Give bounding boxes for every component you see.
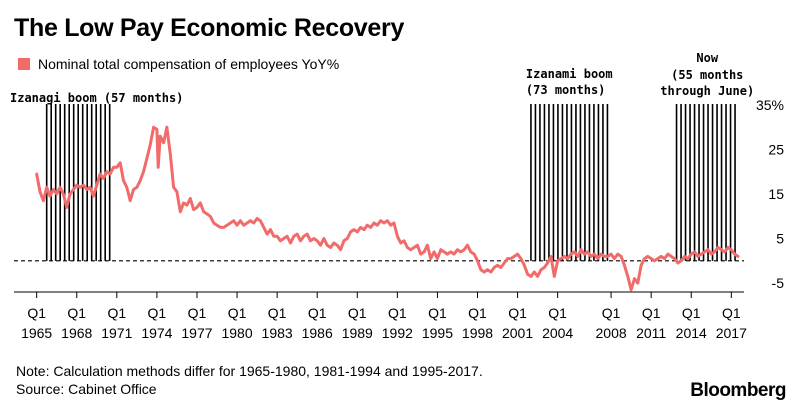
y-tick-label: -5: [772, 275, 785, 291]
annotation-izanagi: Izanagi boom (57 months): [10, 91, 183, 105]
x-axis: Q1 1965 Q1 1968 Q1 1971 Q1 1974 Q1 1977 Q1 1980 Q1 19…: [14, 291, 747, 341]
x-tick-quarter-2008: Q1: [602, 305, 621, 321]
footnote: Note: Calculation methods differ for 196…: [16, 362, 483, 398]
annotation-izanami: Izanami boom: [526, 67, 613, 81]
x-tick-year-1995: 1995: [422, 325, 453, 341]
x-tick-year-1992: 1992: [382, 325, 413, 341]
boom-band-2: [675, 104, 736, 261]
x-tick-year-1998: 1998: [462, 325, 493, 341]
brand-logo: Bloomberg: [690, 380, 786, 401]
x-tick-year-2004: 2004: [542, 325, 573, 341]
y-axis: 35% 25 15 5 -5: [756, 97, 784, 291]
y-tick-label: 15: [768, 186, 784, 202]
legend-label: Nominal total compensation of employees …: [38, 56, 340, 72]
legend-swatch: [18, 58, 30, 70]
x-tick-quarter-1974: Q1: [148, 305, 167, 321]
x-tick-quarter-1992: Q1: [388, 305, 407, 321]
x-tick-year-1965: 1965: [21, 325, 52, 341]
boom-band-0: [45, 104, 111, 261]
annotation-now: Now: [696, 51, 718, 65]
x-tick-quarter-1998: Q1: [468, 305, 487, 321]
annotation-now-duration: (55 months: [671, 68, 743, 82]
x-tick-year-1968: 1968: [61, 325, 92, 341]
annotation-izanami-duration: (73 months): [526, 83, 605, 97]
x-tick-quarter-1965: Q1: [27, 305, 46, 321]
chart-title: The Low Pay Economic Recovery: [14, 14, 405, 42]
boom-bands: [45, 104, 736, 261]
x-tick-year-1989: 1989: [342, 325, 373, 341]
legend: Nominal total compensation of employees …: [18, 56, 339, 72]
y-tick-label: 35%: [756, 97, 784, 113]
note-text: Note: Calculation methods differ for 196…: [16, 363, 483, 379]
x-tick-quarter-1971: Q1: [107, 305, 126, 321]
series-group: [35, 125, 740, 292]
x-tick-year-2008: 2008: [596, 325, 627, 341]
x-tick-quarter-2014: Q1: [682, 305, 701, 321]
boom-band-1: [530, 104, 609, 261]
boom-annotations: Izanagi boom (57 months) Izanami boom (73 …: [10, 51, 754, 105]
x-tick-quarter-2001: Q1: [508, 305, 527, 321]
x-tick-year-2001: 2001: [502, 325, 533, 341]
source-text: Source: Cabinet Office: [16, 381, 157, 397]
x-tick-year-1983: 1983: [262, 325, 293, 341]
x-tick-year-2014: 2014: [676, 325, 707, 341]
x-tick-quarter-1995: Q1: [428, 305, 447, 321]
x-tick-year-1971: 1971: [101, 325, 132, 341]
x-tick-year-2011: 2011: [636, 325, 666, 341]
series-line-0: [35, 125, 740, 292]
x-tick-year-1986: 1986: [302, 325, 333, 341]
x-tick-quarter-2017: Q1: [722, 305, 741, 321]
x-tick-quarter-2011: Q1: [642, 305, 661, 321]
y-tick-label: 5: [776, 231, 784, 247]
y-tick-label: 25: [768, 141, 784, 157]
x-tick-year-2017: 2017: [716, 325, 747, 341]
x-tick-year-1980: 1980: [221, 325, 252, 341]
x-tick-year-1977: 1977: [181, 325, 212, 341]
x-tick-year-1974: 1974: [141, 325, 172, 341]
x-tick-quarter-1989: Q1: [348, 305, 367, 321]
x-tick-quarter-1977: Q1: [188, 305, 207, 321]
x-tick-quarter-1980: Q1: [228, 305, 247, 321]
annotation-now-through: through June): [660, 84, 754, 98]
x-tick-quarter-1983: Q1: [268, 305, 287, 321]
x-tick-quarter-1986: Q1: [308, 305, 327, 321]
x-tick-quarter-2004: Q1: [548, 305, 567, 321]
x-tick-quarter-1968: Q1: [67, 305, 86, 321]
